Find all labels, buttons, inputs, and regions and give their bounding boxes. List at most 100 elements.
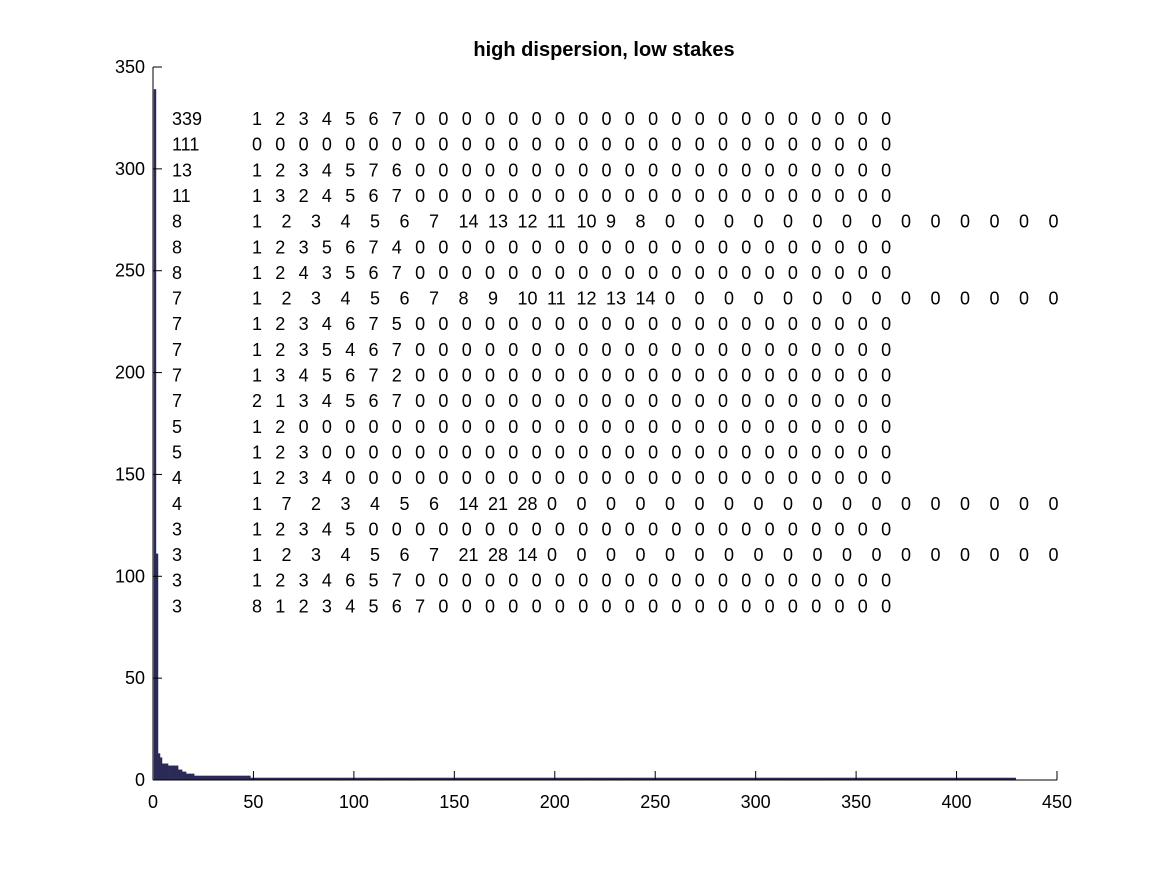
annotation-rank-value: 0 [811,340,821,360]
annotation-rank-value: 0 [578,417,588,437]
annotation-rank-value: 21 [488,494,508,514]
annotation-rank-value: 0 [788,263,798,283]
x-tick-label: 150 [439,792,469,812]
annotation-count: 111 [172,135,199,155]
annotation-rank-value: 1 [252,109,262,129]
annotation-rank-value: 0 [881,391,891,411]
annotation-rank-value: 0 [788,186,798,206]
annotation-rank-value: 5 [345,391,355,411]
annotation-rank-value: 0 [648,237,658,257]
annotation-rank-value: 0 [811,366,821,386]
annotation-rank-value: 0 [1049,212,1059,232]
annotation-rank-value: 0 [835,109,845,129]
annotation-rank-value: 13 [606,289,626,309]
y-tick-label: 50 [125,668,145,688]
bar [228,775,231,781]
annotation-rank-value: 0 [695,494,705,514]
annotation-rank-value: 2 [311,494,321,514]
annotation-rank-value: 0 [671,366,681,386]
annotation-rank-value: 0 [990,212,1000,232]
annotation-rank-value: 0 [508,109,518,129]
annotation-rank-value: 0 [765,468,775,488]
annotation-rank-value: 0 [671,135,681,155]
annotation-rank-value: 3 [341,494,351,514]
annotation-rank-value: 0 [665,212,675,232]
annotation-rank-value: 0 [765,340,775,360]
annotation-rank-value: 6 [400,545,410,565]
annotation-rank-value: 0 [369,442,379,462]
annotation-rank-value: 6 [345,571,355,591]
annotation-rank-value: 0 [858,596,868,616]
annotation-count: 7 [172,289,182,309]
annotation-rank-value: 5 [392,314,402,334]
annotation-rank-value: 0 [741,237,751,257]
annotation-rank-value: 4 [370,494,380,514]
annotation-rank-value: 0 [842,212,852,232]
annotation-rank-value: 0 [462,263,472,283]
chart-title: high dispersion, low stakes [473,39,734,61]
annotation-rank-value: 0 [671,442,681,462]
annotation-rank-value: 3 [311,289,321,309]
annotation-rank-value: 0 [508,468,518,488]
annotation-rank-value: 0 [695,314,705,334]
annotation-rank-value: 3 [299,340,309,360]
annotation-rank-value: 0 [508,391,518,411]
annotation-rank-value: 0 [858,109,868,129]
annotation-rank-value: 12 [518,212,538,232]
annotation-rank-value: 0 [602,571,612,591]
annotation-rank-value: 0 [345,417,355,437]
annotation-rank-value: 0 [602,468,612,488]
annotation-rank-value: 3 [299,237,309,257]
annotation-rank-value: 0 [415,366,425,386]
annotation-rank-value: 0 [415,160,425,180]
annotation-rank-value: 1 [252,366,262,386]
annotation-rank-value: 0 [555,237,565,257]
annotation-rank-value: 0 [462,519,472,539]
annotation-rank-value: 0 [532,135,542,155]
annotation-rank-value: 0 [671,263,681,283]
annotation-rank-value: 0 [872,494,882,514]
annotation-rank-value: 0 [765,519,775,539]
annotation-rank-value: 0 [695,212,705,232]
annotation-rank-value: 0 [462,442,472,462]
annotation-rank-value: 0 [811,186,821,206]
annotation-rank-value: 0 [345,442,355,462]
annotation-rank-value: 0 [462,366,472,386]
annotation-rank-value: 0 [881,417,891,437]
annotation-rank-value: 0 [555,160,565,180]
annotation-rank-value: 0 [555,314,565,334]
annotation-rank-value: 0 [741,468,751,488]
annotation-rank-value: 0 [931,494,941,514]
annotation-rank-value: 0 [858,366,868,386]
bar [224,775,227,781]
annotation-rank-value: 3 [299,160,309,180]
annotation-rank-value: 3 [299,391,309,411]
bar [157,753,161,781]
annotation-rank-value: 0 [881,263,891,283]
annotation-rank-value: 6 [429,494,439,514]
annotation-rank-value: 0 [718,417,728,437]
annotation-rank-value: 7 [392,263,402,283]
annotation-rank-value: 0 [765,109,775,129]
annotation-rank-value: 0 [671,596,681,616]
annotation-rank-value: 0 [508,160,518,180]
annotation-rank-value: 0 [858,340,868,360]
annotation-rank-value: 1 [252,237,262,257]
bar [175,765,179,781]
annotation-rank-value: 0 [648,442,658,462]
annotation-rank-value: 0 [811,442,821,462]
annotation-rank-value: 0 [835,366,845,386]
annotation-rank-value: 0 [462,109,472,129]
annotation-rank-value: 3 [299,442,309,462]
annotation-rank-value: 0 [881,366,891,386]
annotation-rank-value: 0 [1049,289,1059,309]
annotation-rank-value: 9 [606,212,616,232]
bar [161,763,165,781]
annotation-count: 3 [172,571,182,591]
annotation-rank-value: 0 [671,571,681,591]
annotation-rank-value: 0 [718,160,728,180]
annotation-rank-value: 5 [400,494,410,514]
annotation-rank-value: 0 [813,212,823,232]
annotation-rank-value: 0 [671,186,681,206]
annotation-rank-value: 0 [345,468,355,488]
